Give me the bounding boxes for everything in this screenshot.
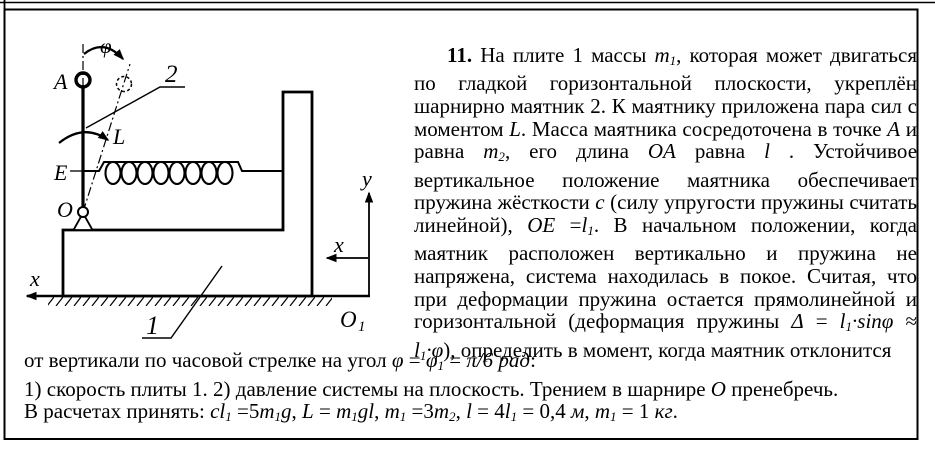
plate-shape (61, 90, 314, 298)
x-axis-right-label: x (333, 232, 344, 257)
phi-label: φ (100, 34, 112, 58)
pivot-hinge-circle (77, 206, 89, 218)
pendulum-ball-deflected (115, 75, 133, 93)
problem-text-line: маятник расположен вертикально и пружина… (414, 241, 917, 266)
moment-l-arc (58, 131, 110, 144)
footer-text-line: 1) скорость плиты 1. 2) давление системы… (24, 376, 839, 401)
problem-text-line: напряжена, система находилась в покое. С… (414, 263, 917, 288)
problem-text-line: линейной), OE =l1. В начальном положении… (414, 212, 917, 238)
problem-text-line: l1·φ), определить в момент, когда маятни… (414, 337, 892, 363)
phi-angle-arc (83, 46, 125, 61)
label-1-leader (142, 265, 223, 339)
plate-1-label: 1 (146, 311, 159, 340)
problem-text-line: горизонтальной (деформация пружины Δ = l… (414, 309, 918, 334)
problem-footer: от вертикали по часовой стрелке на угол … (24, 349, 917, 429)
problem-text-line: по гладкой горизонтальной плоскости, укр… (414, 71, 917, 96)
problem-text-line: 11. На плите 1 массы m1, которая может д… (447, 43, 917, 68)
problem-statement: 11. На плите 1 массы m1, которая может д… (414, 44, 917, 367)
moment-l-label: L (112, 124, 125, 149)
problem-text-line: равна m2, его длина OA равна l . Устойчи… (414, 139, 918, 165)
problem-text-line: вертикальное положение маятника обеспечи… (414, 167, 917, 192)
point-a-label: A (52, 69, 68, 94)
frame-box (3, 8, 919, 440)
pendulum-2-label: 2 (165, 61, 178, 88)
label-2-leader (85, 86, 185, 129)
deflected-dashdot-axis (82, 63, 131, 213)
pivot-support-triangle (71, 211, 95, 231)
problem-text-line: шарнирно маятник 2. К маятнику приложена… (414, 94, 917, 119)
y-axis-label: y (360, 166, 372, 191)
footer-text-line: В расчетах принять: cl1 =5m1g, L = m1gl,… (24, 399, 678, 425)
spring-lead-line (83, 161, 283, 172)
ground-hatching (48, 296, 332, 306)
origin-o1-subscript: 1 (358, 319, 366, 335)
pivot-o-label: O (57, 197, 73, 222)
origin-o1-label: O (340, 307, 357, 332)
problem-text-line: пружина жёсткости c (силу упругости пруж… (414, 190, 918, 215)
footer-text-line: от вертикали по часовой стрелке на угол … (24, 348, 536, 373)
x-axis-left-label: x (29, 266, 40, 291)
problem-text-line: при деформации пружина остается прямолин… (414, 286, 917, 311)
point-e-label: E (53, 160, 68, 185)
spring-coils (104, 160, 234, 186)
problem-text-line: моментом L. Масса маятника сосредоточена… (414, 116, 917, 141)
